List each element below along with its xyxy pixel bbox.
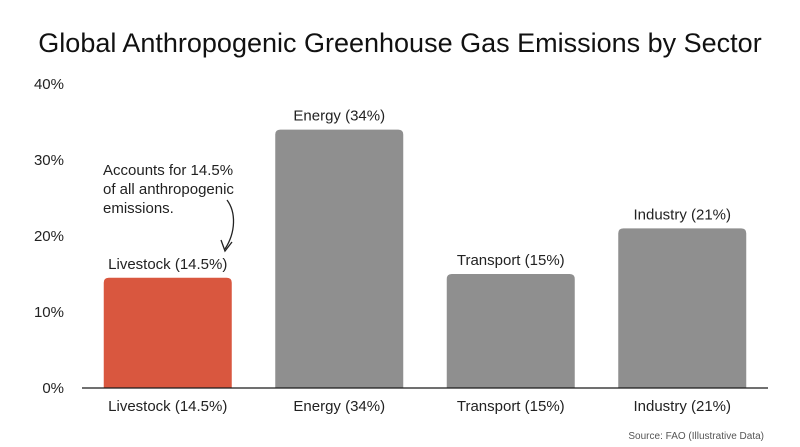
annotation: Accounts for 14.5% of all anthropogenic em… [103,162,235,253]
annotation-arrowhead [220,239,233,253]
bar [618,228,747,388]
chart-title: Global Anthropogenic Greenhouse Gas Emis… [38,28,761,58]
bar [446,274,575,388]
y-axis: 0% 10% 20% 30% 40% [34,76,64,397]
source-note: Source: FAO (Illustrative Data) [628,431,764,442]
bar-data-label: Transport (15%) [457,252,565,269]
x-axis: Livestock (14.5%) Energy (34%) Transport (… [108,398,731,415]
x-tick-label: Industry (21%) [633,398,731,415]
x-tick-label: Livestock (14.5%) [108,398,227,415]
bar-data-label: Industry (21%) [633,206,731,223]
y-tick-label: 0% [42,380,64,397]
x-tick-label: Transport (15%) [457,398,565,415]
bars [103,129,747,388]
x-tick-label: Energy (34%) [293,398,385,415]
annotation-text: Accounts for 14.5% of all anthropogenic em… [103,162,234,217]
y-tick-label: 20% [34,228,64,245]
bar-data-label: Livestock (14.5%) [108,256,227,273]
annotation-line: Accounts for 14.5% [103,162,233,179]
annotation-arrow [224,199,235,250]
y-tick-label: 10% [34,304,64,321]
bar-data-label: Energy (34%) [293,108,385,125]
bar [103,277,232,388]
y-tick-label: 30% [34,152,64,169]
data-labels: Livestock (14.5%) Energy (34%) Transport (… [108,108,731,273]
bar [275,129,404,388]
annotation-line: of all anthropogenic [103,181,234,198]
annotation-line: emissions. [103,200,174,217]
y-tick-label: 40% [34,76,64,93]
